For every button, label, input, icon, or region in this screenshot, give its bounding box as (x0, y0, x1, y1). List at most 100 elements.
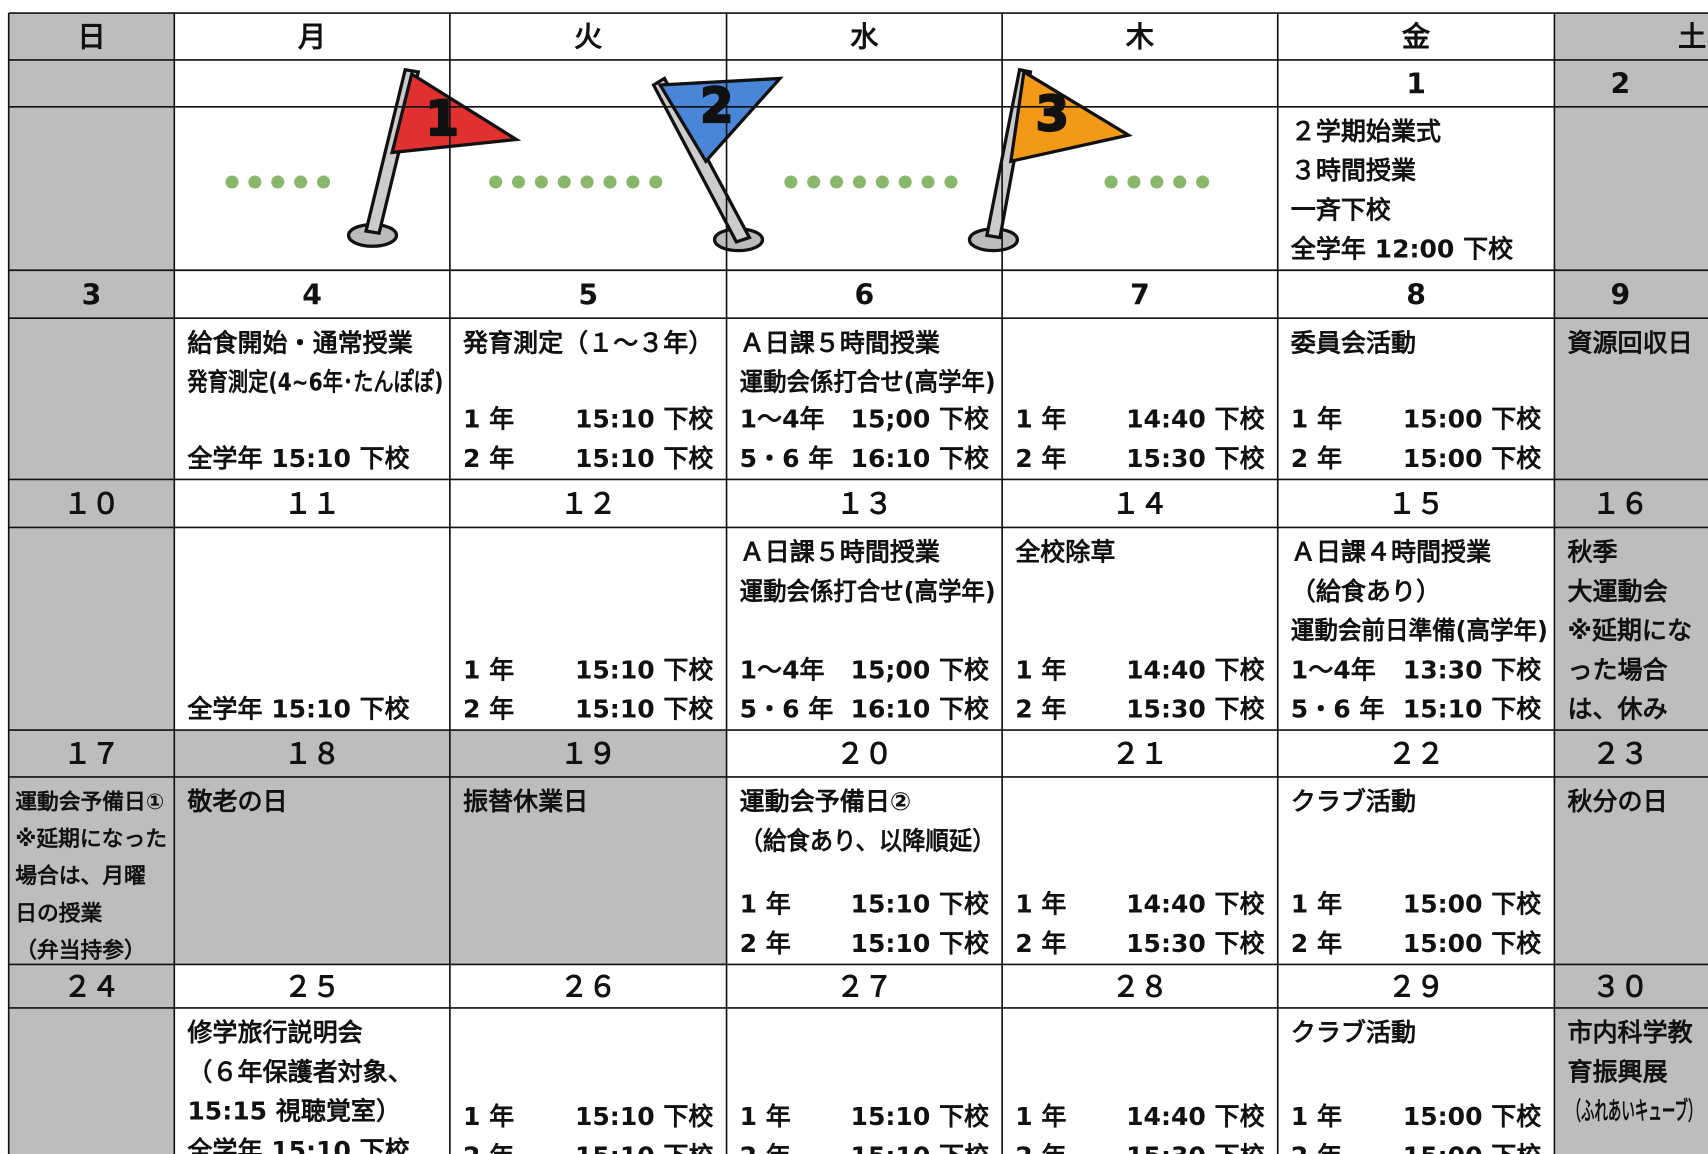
date: ２０ (836, 738, 893, 771)
dismissal-time: 15:10 下校 (851, 1102, 990, 1131)
dismissal-time: 13:30 下校 (1403, 655, 1542, 684)
date-cell (8, 730, 175, 777)
grade: 2 年 (1015, 694, 1066, 723)
date: 1 (1406, 68, 1426, 101)
event: 運動会係打合せ(高学年) (740, 577, 996, 606)
dismissal-time: 15:10 下校 (851, 890, 990, 919)
dot (534, 175, 548, 189)
date-cell (449, 479, 727, 528)
dismissal-time: 15;00 下校 (851, 655, 990, 684)
date-cell (1277, 59, 1555, 107)
day-cell (726, 318, 1003, 480)
weekday: 日 (77, 21, 105, 54)
grade: 1 年 (1015, 1102, 1066, 1131)
dismissal-time: 15:30 下校 (1126, 694, 1265, 723)
grade: 1 年 (1015, 890, 1066, 919)
date-cell (8, 479, 175, 528)
day-cell (8, 776, 175, 965)
dot (511, 175, 526, 189)
day-cell (449, 1007, 727, 1154)
grade: 1 年 (463, 655, 514, 684)
flag-decoration: 1 2 3 (225, 67, 1210, 253)
weekday: 月 (298, 21, 326, 54)
event: Ａ日課５時間授業 (740, 538, 940, 567)
dot (626, 175, 640, 189)
event: 全学年 15:10 下校 (186, 1136, 410, 1154)
date: １５ (1388, 488, 1445, 521)
event: Ａ日課４時間授業 (1291, 538, 1491, 567)
grade: 1 年 (740, 1102, 791, 1131)
date: １６ (1592, 488, 1649, 521)
grade: 1 年 (1015, 405, 1066, 434)
dismissal-time: 15:00 下校 (1403, 405, 1542, 434)
date-cell (726, 964, 1003, 1008)
grade: 2 年 (1015, 1141, 1066, 1154)
date-cell (1002, 964, 1278, 1008)
header-cell (1277, 13, 1555, 60)
day-cell (1277, 1007, 1555, 1154)
date: ２１ (1112, 738, 1169, 771)
dot (1173, 175, 1187, 189)
grade: 5・6 年 (1291, 694, 1385, 723)
day-cell (1554, 106, 1708, 271)
event: 秋季 (1567, 538, 1617, 567)
dot (294, 175, 308, 189)
date-cell (1277, 479, 1555, 528)
event: ※延期にな (1567, 616, 1692, 645)
dot (921, 175, 935, 189)
date: 6 (854, 278, 874, 311)
day-cell (1002, 776, 1278, 965)
dismissal-time: 15:10 下校 (1403, 694, 1542, 723)
dot (225, 175, 239, 189)
date: 5 (578, 278, 598, 311)
date: １９ (560, 738, 617, 771)
dot (807, 175, 821, 189)
grade: 2 年 (1291, 444, 1342, 473)
date-cell (174, 479, 450, 528)
date-cell (1554, 964, 1708, 1008)
event: ３時間授業 (1291, 156, 1416, 185)
dot (271, 175, 285, 189)
date-cell (8, 270, 175, 319)
date: １８ (284, 738, 341, 771)
day-cell (449, 776, 727, 965)
date: ２７ (836, 970, 893, 1003)
weekday: 火 (574, 21, 603, 54)
dot (316, 175, 331, 189)
dot (1127, 175, 1141, 189)
cell-backgrounds (8, 13, 1708, 1154)
day-cell (726, 776, 1003, 965)
dot (875, 175, 889, 189)
event: 委員会活動 (1291, 328, 1416, 357)
dismissal-time: 14:40 下校 (1126, 1102, 1265, 1131)
date: ２３ (1592, 738, 1649, 771)
day-cell (1002, 318, 1278, 480)
event: （６年保護者対象、 (187, 1057, 412, 1086)
event: 育振興展 (1567, 1057, 1667, 1086)
date-cell (1277, 270, 1555, 319)
dot (830, 175, 844, 189)
event: ２学期始業式 (1291, 117, 1441, 146)
dot (557, 175, 571, 189)
event: （ふれあいキューブ） (1567, 1097, 1701, 1126)
grade: 1 年 (1291, 1102, 1342, 1131)
event: 日の授業 (15, 901, 102, 926)
dismissal-time: 15:10 下校 (575, 1102, 714, 1131)
event: 全校除草 (1014, 538, 1115, 567)
date: ３０ (1592, 970, 1649, 1003)
dismissal-time: 15:30 下校 (1126, 444, 1265, 473)
date: ２５ (284, 970, 341, 1003)
date: 7 (1130, 278, 1150, 311)
day-cell (1554, 527, 1708, 731)
date-cell (726, 270, 1003, 319)
date: ２４ (63, 970, 120, 1003)
dismissal-time: 15:10 下校 (575, 694, 714, 723)
event: 発育測定（１～３年） (462, 328, 713, 357)
date-cell (174, 730, 450, 777)
date: 9 (1610, 278, 1630, 311)
day-cell (1554, 1007, 1708, 1154)
date-cell (174, 270, 450, 319)
dismissal-time: 15:10 下校 (851, 1141, 990, 1154)
